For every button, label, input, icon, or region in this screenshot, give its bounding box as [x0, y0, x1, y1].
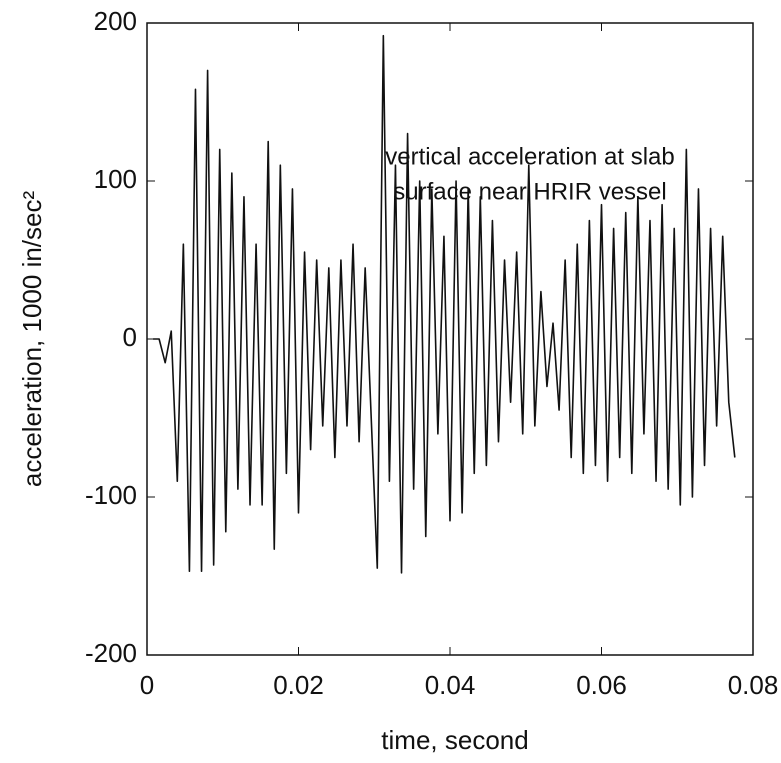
x-tick-label: 0.06	[576, 670, 627, 700]
annotation: vertical acceleration at slab	[385, 143, 674, 170]
x-tick-label: 0.08	[728, 670, 779, 700]
plot-frame	[146, 22, 754, 656]
x-tick-label: 0.02	[273, 670, 324, 700]
y-tick-label: -100	[85, 480, 137, 510]
y-tick-label: -200	[85, 638, 137, 668]
x-tick-label: 0.04	[425, 670, 476, 700]
x-axis-label: time, second	[381, 725, 528, 755]
y-axis-label: acceleration, 1000 in/sec²	[17, 191, 47, 488]
y-tick-label: 100	[94, 164, 137, 194]
y-tick-label: 0	[123, 322, 137, 352]
data-line	[153, 34, 736, 574]
x-tick-label: 0	[140, 670, 154, 700]
y-tick-label: 200	[94, 6, 137, 36]
